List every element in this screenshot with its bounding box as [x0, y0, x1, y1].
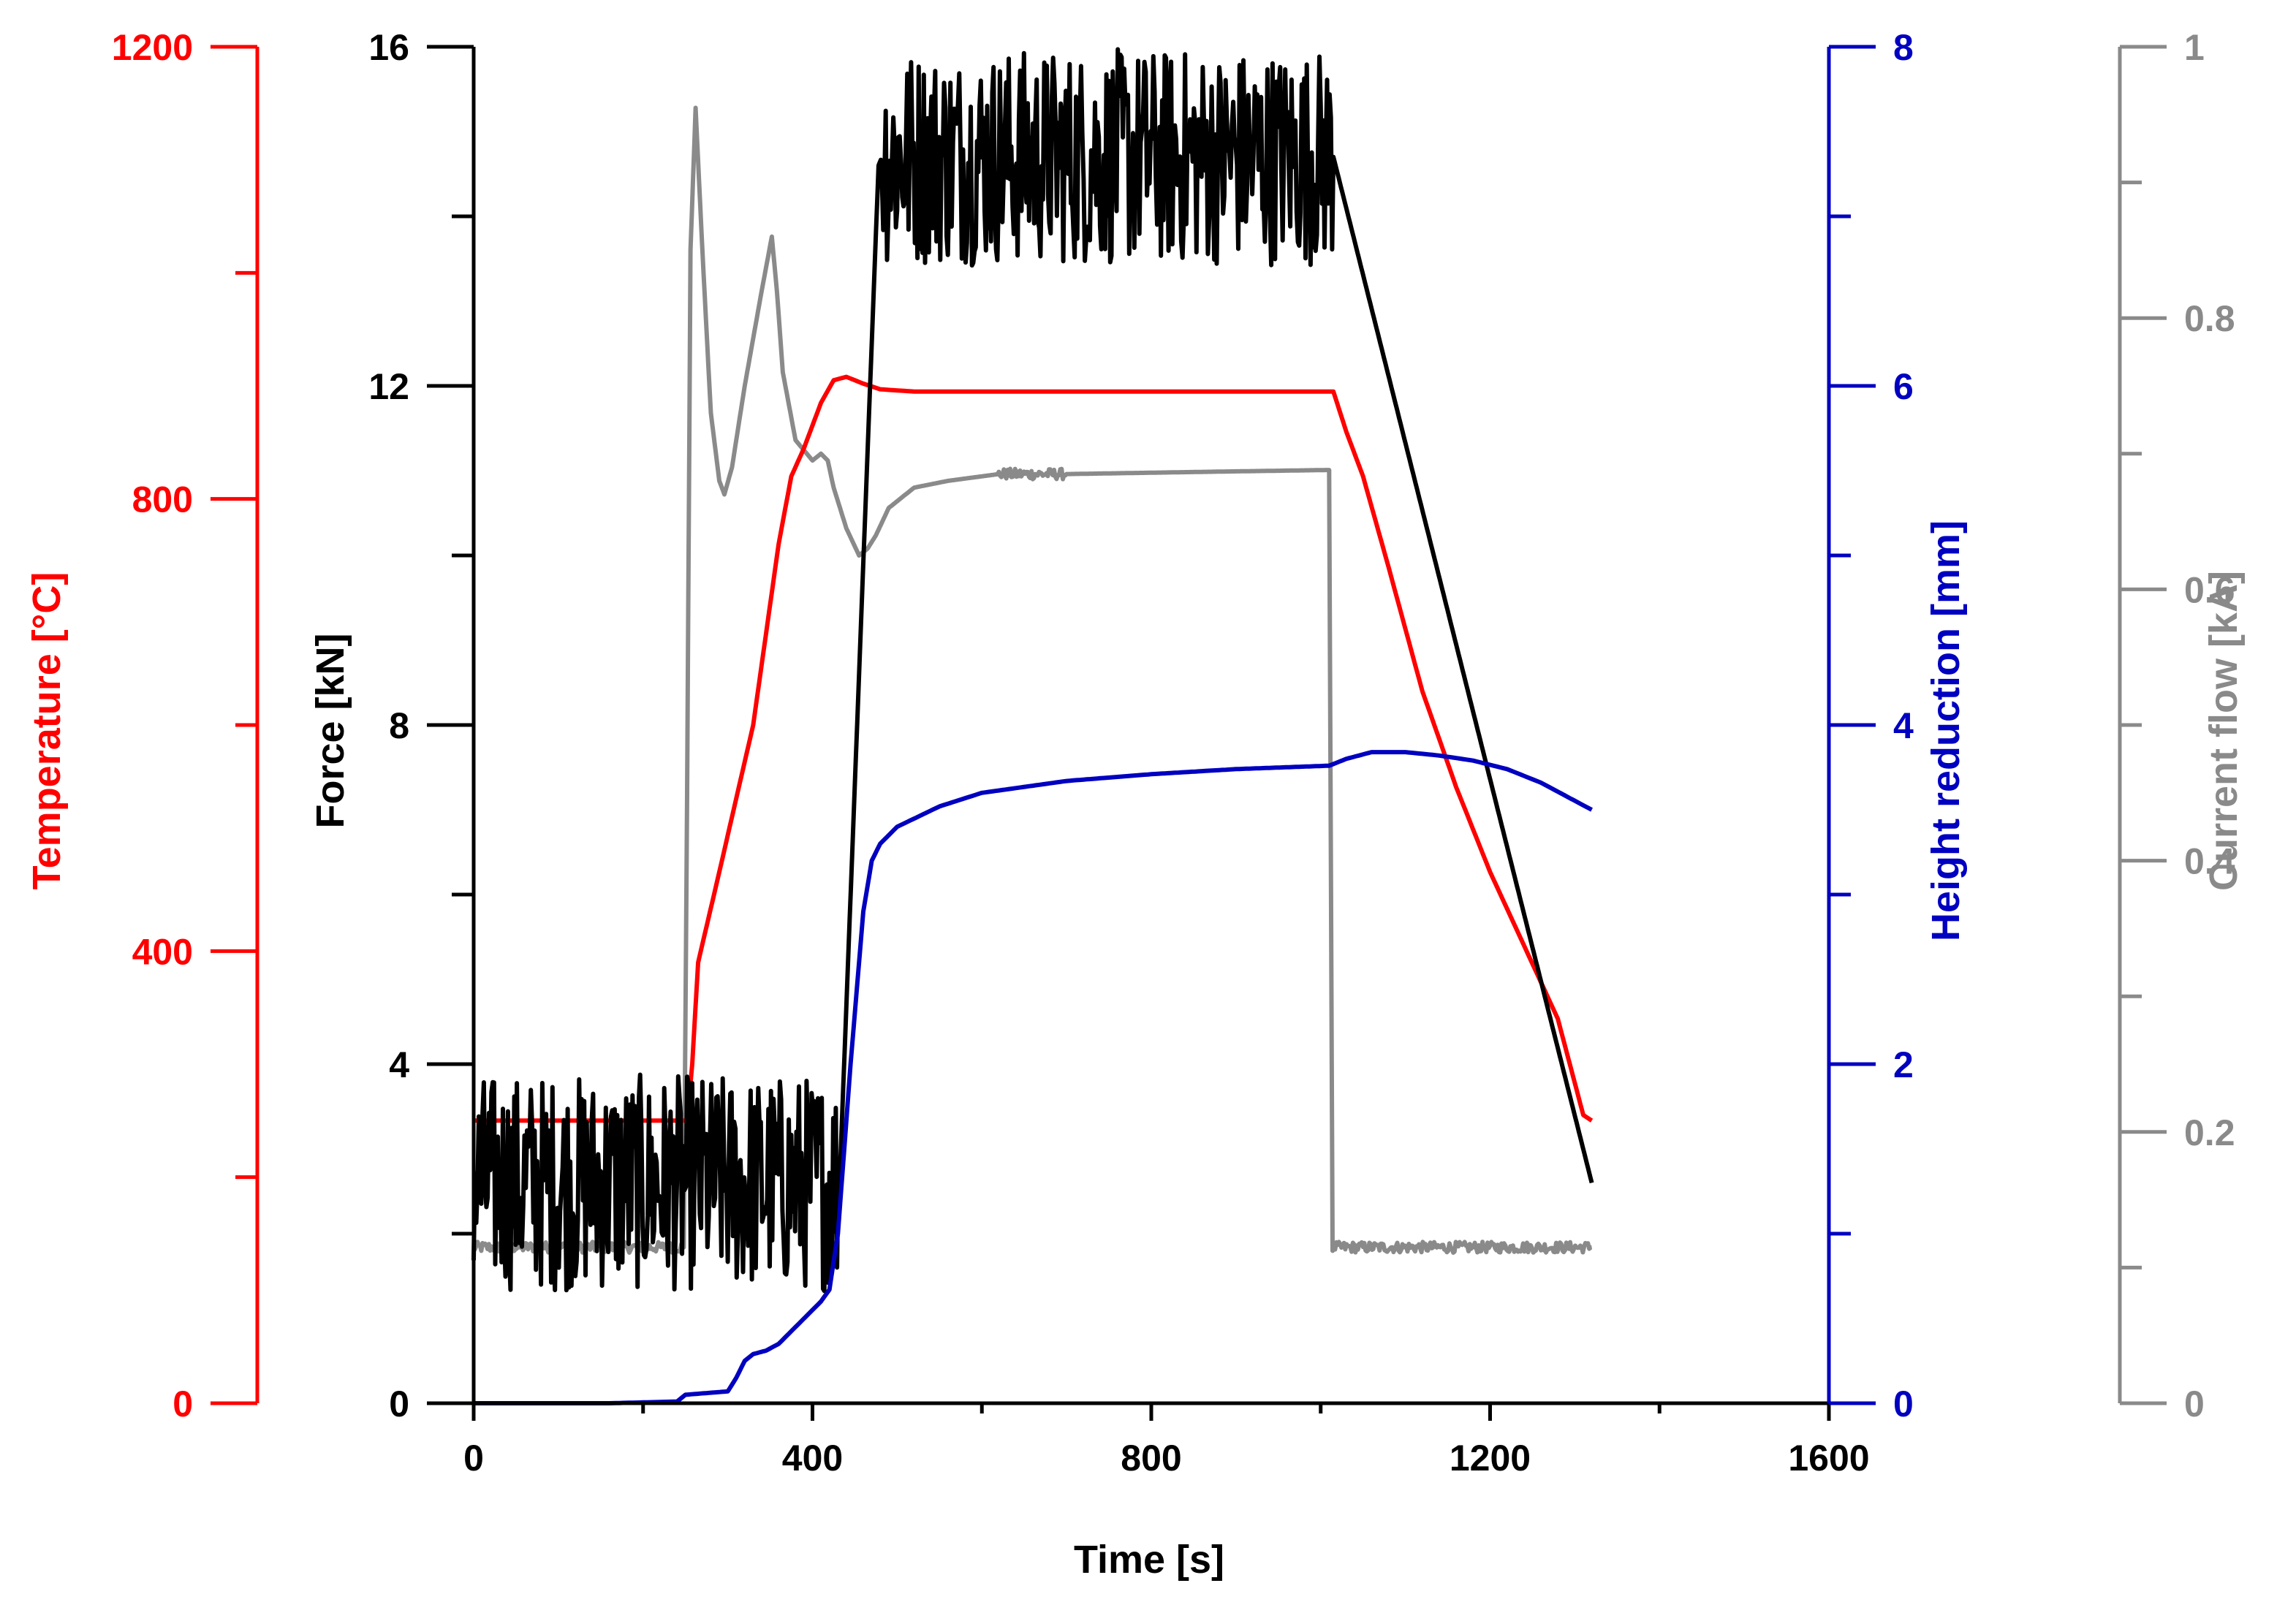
height-tick-label: 2: [1893, 1044, 1914, 1085]
temperature-tick-label: 400: [132, 931, 193, 972]
current-axis-title: Current flow [kA]: [2202, 571, 2246, 891]
height-tick-label: 0: [1893, 1384, 1914, 1424]
height-tick-label: 4: [1893, 705, 1914, 746]
axes-layer: 0 400 800 1200 1600 0 400 800 1200 0 4 8 12 16 0 2 4 6 8 0 0…: [112, 27, 2235, 1479]
height-tick-label: 6: [1893, 366, 1914, 407]
temperature-axis-title: Temperature [°C]: [25, 572, 69, 890]
series-line-temperature: [474, 374, 1594, 1123]
force-axis-title: Force [kN]: [308, 633, 352, 828]
height-axis-title: Height reduction [mm]: [1924, 520, 1968, 941]
force-tick-label: 12: [368, 366, 409, 407]
x-tick-label: 400: [782, 1438, 843, 1479]
x-tick-label: 800: [1121, 1438, 1181, 1479]
force-tick-label: 8: [389, 705, 409, 746]
height-tick-label: 8: [1893, 27, 1914, 68]
current-tick-label: 0.2: [2184, 1112, 2235, 1153]
temperature-tick-label: 1200: [112, 27, 193, 68]
series-line-current-flow: [471, 105, 1593, 1255]
current-tick-label: 0.4: [2184, 841, 2235, 882]
force-tick-label: 0: [389, 1384, 409, 1424]
current-tick-label: 0.6: [2184, 569, 2235, 610]
series-line-force: [471, 47, 1594, 1294]
x-axis-title: Time [s]: [1074, 1538, 1224, 1582]
current-tick-label: 0: [2184, 1384, 2205, 1424]
series-layer: [471, 47, 1594, 1405]
temperature-tick-label: 0: [173, 1384, 193, 1424]
current-tick-label: 0.8: [2184, 298, 2235, 339]
x-tick-label: 1200: [1450, 1438, 1531, 1479]
force-tick-label: 4: [389, 1044, 409, 1085]
x-tick-label: 0: [463, 1438, 484, 1479]
temperature-tick-label: 800: [132, 479, 193, 520]
current-tick-label: 1: [2184, 27, 2205, 68]
x-tick-label: 1600: [1788, 1438, 1869, 1479]
force-tick-label: 16: [368, 27, 409, 68]
